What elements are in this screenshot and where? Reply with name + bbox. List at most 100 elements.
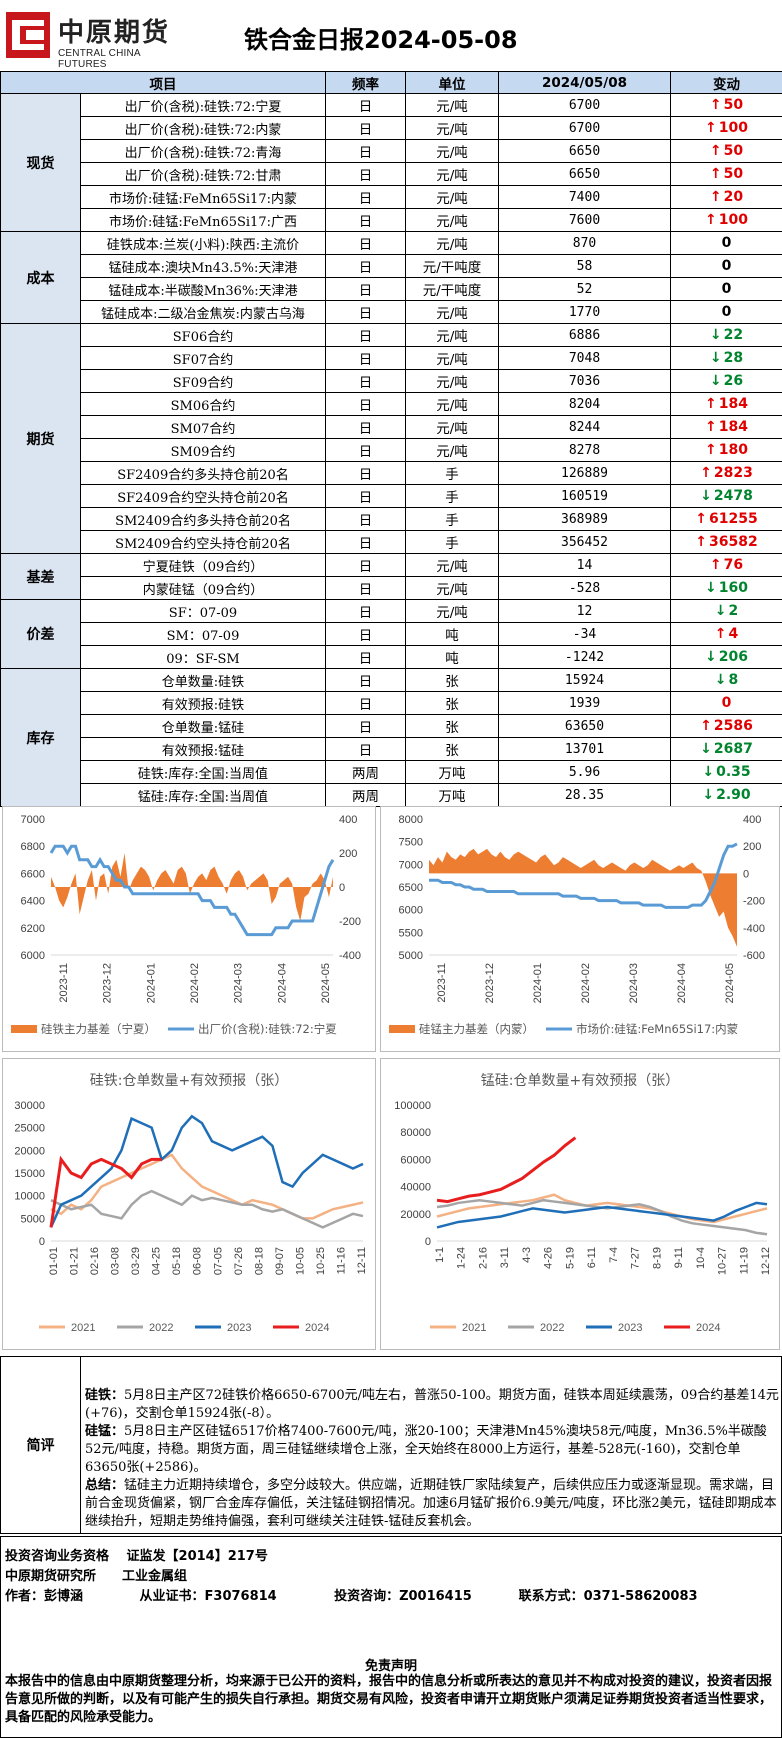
- change-cell: ↑ 61255: [670, 507, 782, 531]
- y-right-tick-label: 0: [743, 868, 749, 880]
- disclaimer-title: 免责声明: [364, 1659, 417, 1674]
- author: 作者：彭博涵: [5, 1589, 84, 1604]
- item-cell: 市场价:硅锰:FeMn65Si17:广西: [80, 208, 326, 232]
- x-tick-label: 07-26: [233, 1247, 245, 1275]
- arrow-down-icon: ↓: [700, 741, 712, 757]
- table-row: 仓单数量:锰硅日张 63650 ↑ 2586: [1, 714, 782, 738]
- change-cell: ↓ 8: [670, 668, 782, 692]
- x-tick-label: 11-16: [335, 1247, 347, 1274]
- x-tick-label: 10-27: [717, 1247, 729, 1275]
- value-cell: 13701: [498, 737, 671, 761]
- x-tick-label: 2024-03: [233, 963, 245, 1003]
- table-row: SM07合约日元/吨 8244 ↑ 184: [1, 415, 782, 439]
- arrow-up-icon: ↑: [709, 97, 722, 113]
- arrow-down-icon: ↓: [714, 603, 727, 619]
- change-value: 2687: [713, 741, 753, 757]
- arrow-up-icon: ↑: [695, 534, 707, 550]
- table-row: 09：SF-SM 日吨 -1242 ↓ 206: [1, 645, 782, 669]
- header-change: 变动: [670, 71, 782, 94]
- table-row: 硅铁:库存:全国:当周值 两周 万吨 5.96 ↓ 0.35: [1, 760, 782, 784]
- value-cell: 5.96: [498, 760, 671, 784]
- freq-cell: 日: [325, 737, 406, 761]
- table-row: 有效预报:硅铁日张 1939 0: [1, 691, 782, 715]
- y-left-tick-label: 6200: [21, 923, 45, 935]
- y-tick-label: 60000: [400, 1154, 431, 1166]
- table-row: 库存 仓单数量:硅铁日张 15924 ↓ 8: [0, 668, 782, 807]
- basis-area-series: [51, 853, 333, 921]
- table-row: SM：07-09 日吨 -34 ↑ 4: [1, 622, 782, 646]
- x-tick-label: 07-05: [212, 1247, 224, 1275]
- item-cell: 出厂价(含税):硅铁:72:内蒙: [80, 116, 326, 140]
- y-tick-label: 5000: [21, 1213, 45, 1225]
- freq-cell: 日: [325, 369, 406, 393]
- y-left-tick-label: 7500: [399, 837, 423, 849]
- legend-label-2021: 2021: [462, 1322, 486, 1334]
- x-tick-label: 4-26: [543, 1247, 555, 1269]
- comment-sm: 硅锰：5月8日主产区硅锰6517价格7400-7600元/吨，涨20-100；天…: [85, 1423, 779, 1477]
- y-tick-label: 40000: [400, 1182, 431, 1194]
- legend-area-swatch: [11, 1025, 37, 1033]
- comment-label: 简评: [1, 1357, 81, 1533]
- table-row: SM09合约日元/吨 8278 ↑ 180: [1, 438, 782, 462]
- item-cell: SF：07-09: [80, 599, 326, 623]
- table-row: SF09合约日元/吨 7036 ↓ 26: [1, 369, 782, 393]
- legend-label-2024: 2024: [696, 1322, 720, 1334]
- x-tick-label: 2024-05: [320, 963, 332, 1003]
- comment-sf-body: 5月8日主产区72硅铁价格6650-6700元/吨左右，普涨50-100。期货方…: [85, 1388, 779, 1421]
- item-cell: 锰硅成本:澳块Mn43.5%:天津港: [80, 254, 326, 278]
- unit-cell: 元/吨: [405, 369, 499, 393]
- value-cell: 7400: [498, 185, 671, 209]
- freq-cell: 日: [325, 231, 406, 255]
- x-tick-label: 09-07: [274, 1247, 286, 1275]
- license: 从业证书：F3076814: [139, 1589, 277, 1604]
- table-row: SM2409合约多头持仓前20名日手 368989 ↑ 61255: [1, 507, 782, 531]
- arrow-up-icon: ↑: [705, 396, 717, 412]
- freq-cell: 日: [325, 254, 406, 278]
- comment-summary-body: 锰硅主力近期持续增仓，多空分歧较大。供应端，近期硅铁厂家陆续复产，后续供应压力或…: [85, 1478, 777, 1529]
- y-left-tick-label: 5500: [399, 927, 423, 939]
- freq-cell: 两周: [325, 760, 406, 784]
- x-tick-label: 04-25: [151, 1247, 163, 1275]
- price-line-series: [49, 844, 335, 937]
- chart-sf-basis: 7000 6800 6600 6400 6200 6000 400 200 0 -200 -400 2…: [2, 806, 376, 1052]
- change-value: 206: [718, 649, 748, 665]
- unit-cell: 张: [405, 737, 499, 761]
- x-tick-label: 03-08: [110, 1247, 122, 1275]
- change-cell: ↑ 2823: [670, 461, 782, 485]
- freq-cell: 日: [325, 484, 406, 508]
- header-unit: 单位: [405, 71, 499, 94]
- legend-area-label: 硅铁主力基差（宁夏）: [41, 1022, 156, 1036]
- y-tick-label: 20000: [14, 1145, 45, 1157]
- x-tick-label: 2024-04: [276, 963, 288, 1003]
- item-cell: SM2409合约空头持仓前20名: [80, 530, 326, 554]
- item-cell: SF2409合约空头持仓前20名: [80, 484, 326, 508]
- y-right-tick-label: -600: [743, 950, 765, 962]
- freq-cell: 两周: [325, 783, 406, 807]
- legend-label-2022: 2022: [149, 1322, 173, 1334]
- y-left-tick-label: 7000: [399, 859, 423, 871]
- value-cell: 8278: [498, 438, 671, 462]
- table-row: 市场价:硅锰:FeMn65Si17:内蒙日元/吨 7400 ↑ 20: [1, 185, 782, 209]
- change-value: 2586: [713, 718, 753, 734]
- legend-label-2023: 2023: [227, 1322, 251, 1334]
- x-tick-label: 5-19: [564, 1247, 576, 1269]
- arrow-up-icon: ↑: [705, 419, 717, 435]
- table-row: SM06合约日元/吨 8204 ↑ 184: [1, 392, 782, 416]
- series-line-2023: [49, 1114, 364, 1228]
- legend-line-label: 市场价:硅锰:FeMn65Si17:内蒙: [576, 1022, 738, 1036]
- category-cell: 期货: [0, 323, 81, 554]
- freq-cell: 日: [325, 622, 406, 646]
- table-row: 锰硅成本:澳块Mn43.5%:天津港日元/干吨度 58 0: [1, 254, 782, 278]
- unit-cell: 手: [405, 507, 499, 531]
- freq-cell: 日: [325, 139, 406, 163]
- y-right-tick-label: -200: [743, 896, 765, 908]
- x-tick-label: 01-01: [48, 1247, 60, 1275]
- x-tick-label: 3-11: [499, 1247, 511, 1268]
- comment-summary-tag: 总结：: [85, 1478, 125, 1493]
- x-tick-label: 10-4: [695, 1247, 707, 1269]
- unit-cell: 元/吨: [405, 116, 499, 140]
- y-tick-label: 0: [39, 1236, 45, 1248]
- table-row: 基差 宁夏硅铁（09合约）日元/吨 14 ↑ 76: [0, 553, 782, 600]
- unit-cell: 元/吨: [405, 576, 499, 600]
- y-tick-label: 100000: [394, 1100, 431, 1112]
